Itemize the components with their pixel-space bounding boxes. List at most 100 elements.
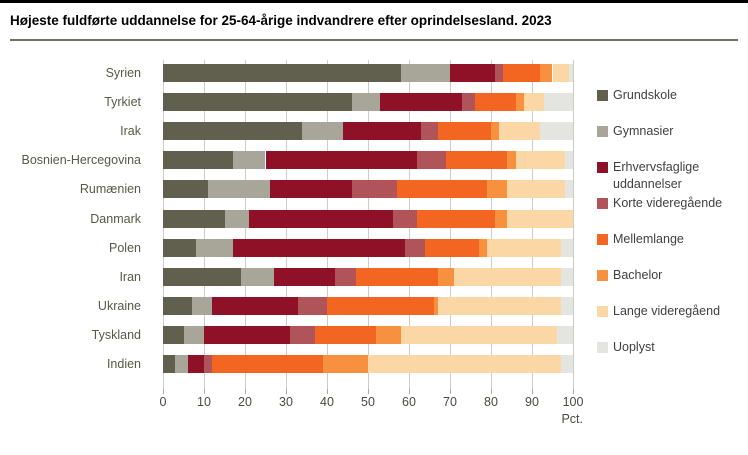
bar-segment-korte-videreg-ende — [351, 180, 397, 199]
bar-segment-uoplyst — [540, 122, 573, 141]
bar-segment-gymnasier — [351, 93, 381, 112]
bar-segment-uoplyst — [568, 64, 573, 82]
tick-90 — [532, 389, 533, 394]
bar-segment-gymnasier — [183, 325, 204, 344]
x-tick-label: 10 — [197, 395, 211, 409]
bar-segment-gymnasier — [224, 209, 250, 228]
bar-segment-uoplyst — [560, 296, 573, 315]
bar-segment-grundskole — [163, 325, 184, 344]
bar-segment-mellemlange — [437, 122, 491, 141]
tick-40 — [327, 389, 328, 394]
bar-segment-uoplyst — [544, 93, 573, 112]
x-tick-label: 0 — [159, 395, 167, 409]
bar-segment-uoplyst — [564, 151, 573, 170]
legend-label: Uoplyst — [613, 340, 655, 354]
tick-0 — [163, 389, 164, 394]
category-label: Polen — [109, 240, 141, 255]
bar-segment-uoplyst — [564, 180, 573, 199]
legend-label: Gymnasier — [613, 124, 674, 138]
chart-title: Højeste fuldførte uddannelse for 25-64-å… — [10, 13, 552, 28]
category-label: Ukraine — [97, 298, 141, 313]
bar-segment-mellemlange — [212, 355, 323, 373]
bar-segment-lange-videreg-end — [368, 355, 561, 373]
bar-segment-erhvervsfaglige-uddannelser — [269, 180, 352, 199]
x-tick-label: 80 — [484, 395, 498, 409]
bar-segment-korte-videreg-ende — [462, 93, 475, 112]
bar-segment-erhvervsfaglige-uddannelser — [343, 122, 422, 141]
stacked-bar-chart: Syrien Tyrkiet Irak Bosnien-Hercegovina Rumæ… — [0, 3, 748, 455]
title-divider — [10, 39, 738, 41]
legend-label: Erhvervsfaglige uddannelser — [613, 160, 700, 191]
bar-segment-erhvervsfaglige-uddannelser — [204, 325, 291, 344]
category-label: Syrien — [105, 66, 141, 80]
bar-segment-grundskole — [163, 93, 352, 112]
bar-segment-lange-videreg-end — [515, 151, 565, 170]
tick-100 — [573, 389, 574, 394]
tick-80 — [491, 389, 492, 394]
bar-segment-gymnasier — [302, 122, 344, 141]
bar-segment-grundskole — [163, 238, 196, 257]
bar-segment-bachelor — [478, 238, 487, 257]
legend-swatch-icon — [597, 162, 608, 173]
bar-segment-gymnasier — [400, 64, 450, 82]
legend-item-bachelor: Bachelor — [597, 267, 745, 284]
bar-segment-erhvervsfaglige-uddannelser — [273, 267, 336, 286]
legend-swatch-icon — [597, 198, 608, 209]
legend-label: Bachelor — [613, 268, 663, 282]
legend-label: Mellemlange — [613, 232, 684, 246]
bar-segment-korte-videreg-ende — [204, 355, 213, 373]
bar-segment-mellemlange — [314, 325, 377, 344]
bar-segment-bachelor — [507, 151, 516, 170]
bar-segment-bachelor — [322, 355, 368, 373]
bar-segment-uoplyst — [560, 238, 573, 257]
legend-label: Grundskole — [613, 88, 677, 102]
x-tick-label: 20 — [238, 395, 252, 409]
tick-70 — [450, 389, 451, 394]
bar-segment-uoplyst — [560, 267, 573, 286]
plot-area — [163, 60, 574, 394]
bar-segment-grundskole — [163, 180, 209, 199]
bar-segment-lange-videreg-end — [454, 267, 561, 286]
gridline-100 — [573, 60, 574, 389]
bar-segment-lange-videreg-end — [400, 325, 557, 344]
bar-segment-uoplyst — [556, 325, 573, 344]
category-label: Tyrkiet — [104, 95, 141, 110]
x-tick-label: 70 — [443, 395, 457, 409]
bar-segment-erhvervsfaglige-uddannelser — [232, 238, 405, 257]
tick-20 — [245, 389, 246, 394]
bar-segment-grundskole — [163, 267, 241, 286]
bar-segment-mellemlange — [396, 180, 487, 199]
bar-segment-korte-videreg-ende — [392, 209, 418, 228]
category-label: Rumænien — [79, 182, 141, 197]
legend-item-grundskole: Grundskole — [597, 87, 745, 104]
legend-item-erhvervsfaglige-uddannelser: Erhvervsfaglige uddannelser — [597, 159, 745, 193]
bar-segment-lange-videreg-end — [437, 296, 561, 315]
bar-segment-bachelor — [495, 209, 508, 228]
legend-swatch-icon — [597, 342, 608, 353]
bar-segment-mellemlange — [474, 93, 516, 112]
bar-segment-gymnasier — [232, 151, 266, 170]
bar-segment-mellemlange — [417, 209, 496, 228]
legend: Grundskole Gymnasier Erhvervsfaglige uddan… — [597, 87, 745, 375]
x-tick-label: 60 — [402, 395, 416, 409]
bar-segment-erhvervsfaglige-uddannelser — [265, 151, 418, 170]
bar-segment-lange-videreg-end — [552, 64, 569, 82]
bar-segment-gymnasier — [175, 355, 188, 373]
category-label: Indien — [106, 357, 141, 371]
bar-segment-grundskole — [163, 209, 225, 228]
legend-label: Korte videregående — [613, 196, 723, 210]
bar-segment-lange-videreg-end — [507, 180, 565, 199]
bar-segment-korte-videreg-ende — [335, 267, 356, 286]
legend-item-gymnasier: Gymnasier — [597, 123, 745, 140]
x-axis-unit-label: Pct. — [561, 412, 583, 426]
x-tick-label: 50 — [361, 395, 375, 409]
bar-segment-uoplyst — [560, 355, 573, 373]
bar-segment-korte-videreg-ende — [404, 238, 426, 257]
legend-item-lange-videreg-end: Lange videregåend — [597, 303, 745, 320]
bar-segment-mellemlange — [355, 267, 438, 286]
bar-segment-bachelor — [433, 296, 438, 315]
legend-swatch-icon — [597, 306, 608, 317]
bar-segment-korte-videreg-ende — [421, 122, 438, 141]
bar-segment-erhvervsfaglige-uddannelser — [249, 209, 393, 228]
